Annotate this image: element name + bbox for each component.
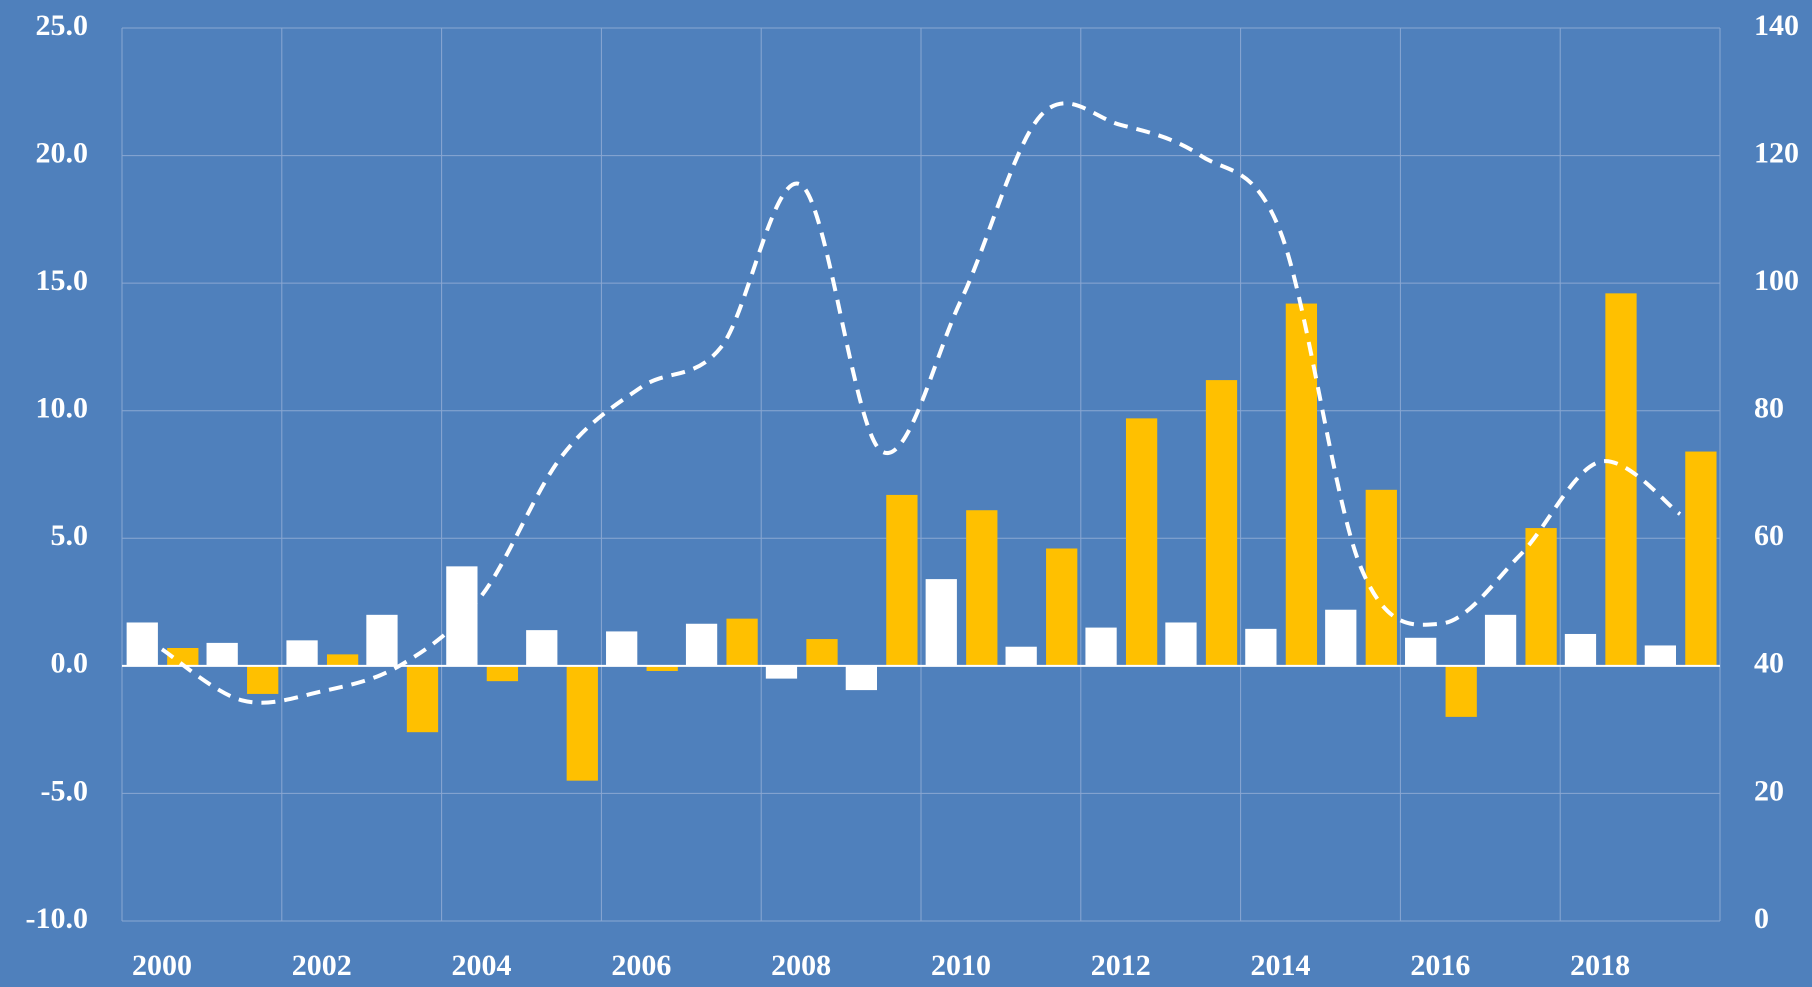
bar	[1085, 627, 1117, 666]
bar	[646, 665, 678, 671]
bar	[326, 654, 359, 666]
x-tick-label: 2006	[611, 949, 671, 982]
line	[160, 101, 1682, 705]
bar	[1564, 633, 1597, 666]
bar	[1285, 303, 1318, 666]
y2-tick-label: 40	[1754, 647, 1784, 680]
y-tick-label: -5.0	[41, 774, 89, 807]
bar	[1245, 628, 1277, 666]
bar	[966, 510, 998, 666]
x-tick-label: 2010	[931, 949, 991, 982]
bar	[1405, 637, 1437, 666]
x-tick-label: 2018	[1570, 949, 1630, 982]
bar	[1644, 645, 1676, 666]
bar	[286, 640, 318, 666]
y2-tick-label: 0	[1754, 902, 1769, 935]
x-tick-label: 2004	[452, 949, 512, 982]
bar	[606, 631, 638, 666]
bar	[925, 579, 957, 666]
y2-tick-label: 140	[1754, 9, 1799, 42]
y2-tick-label: 60	[1754, 519, 1784, 552]
bar	[1605, 293, 1637, 666]
bar	[1484, 614, 1517, 666]
y2-tick-label: 20	[1754, 774, 1784, 807]
bar	[526, 630, 558, 666]
bar	[886, 494, 918, 666]
bar	[247, 665, 279, 694]
bar	[1046, 548, 1078, 666]
y2-tick-label: 100	[1754, 264, 1799, 297]
y2-tick-label: 120	[1754, 136, 1799, 169]
y-tick-label: 15.0	[36, 264, 89, 297]
y2-tick-label: 80	[1754, 392, 1784, 425]
bar	[845, 665, 877, 691]
y-tick-label: 10.0	[36, 392, 89, 425]
bar	[566, 665, 598, 781]
bar	[1325, 609, 1357, 666]
x-tick-label: 2000	[132, 949, 192, 982]
bar	[1005, 646, 1037, 666]
bar	[366, 614, 398, 666]
bar	[406, 665, 439, 733]
bar	[1205, 380, 1238, 666]
bar	[806, 639, 838, 666]
bar	[1445, 665, 1477, 717]
x-tick-label: 2002	[292, 949, 352, 982]
bar	[126, 622, 158, 666]
bar	[486, 665, 519, 682]
bar	[765, 665, 798, 679]
x-tick-label: 2008	[771, 949, 831, 982]
y-tick-label: 25.0	[36, 9, 89, 42]
bar	[685, 623, 718, 666]
x-tick-label: 2014	[1251, 949, 1311, 982]
bar	[1685, 451, 1717, 666]
y-tick-label: 5.0	[51, 519, 89, 552]
bar	[1365, 489, 1397, 666]
bar	[726, 618, 758, 666]
bar	[1525, 528, 1557, 666]
y-tick-label: 0.0	[51, 647, 89, 680]
x-tick-label: 2012	[1091, 949, 1151, 982]
bar	[206, 642, 238, 666]
bar	[1165, 622, 1197, 666]
y-tick-label: -10.0	[26, 902, 89, 935]
bar	[1125, 418, 1158, 666]
x-tick-label: 2016	[1410, 949, 1470, 982]
bar	[167, 647, 199, 666]
y-tick-label: 20.0	[36, 136, 89, 169]
bar	[446, 566, 478, 666]
